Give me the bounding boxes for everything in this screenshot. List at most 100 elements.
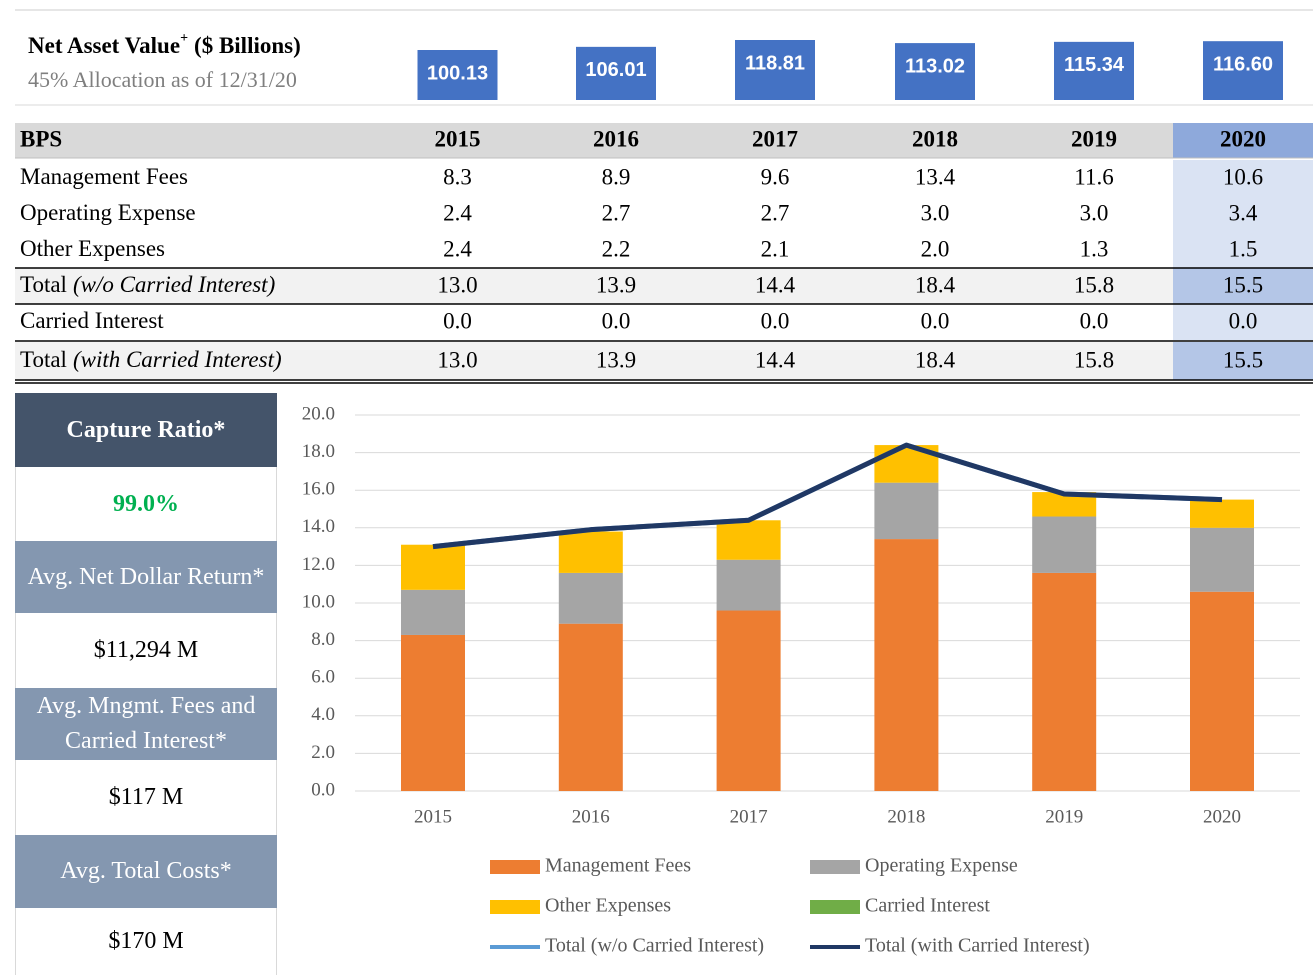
table-cell: 0.0 xyxy=(1080,308,1109,333)
header-subtitle: 45% Allocation as of 12/31/20 xyxy=(28,67,297,92)
bar-segment xyxy=(1190,591,1254,791)
table-header-cell: 2015 xyxy=(435,126,481,151)
bar-segment xyxy=(716,559,781,611)
panel-value: $117 M xyxy=(15,760,277,835)
table-cell: 2.7 xyxy=(602,200,631,225)
nav-label: 113.02 xyxy=(905,55,965,77)
row-label: Other Expenses xyxy=(20,236,165,261)
legend-label: Carried Interest xyxy=(865,895,990,917)
panel-label: Avg. Mngmt. Fees and Carried Interest* xyxy=(15,688,277,760)
table-cell: 15.5 xyxy=(1223,347,1263,372)
total-row-bg-current xyxy=(1173,268,1313,304)
row-label-text: Other Expenses xyxy=(20,236,165,261)
bar-segment xyxy=(558,531,623,573)
row-label: Total (w/o Carried Interest) xyxy=(20,272,275,297)
row-label-text: Total xyxy=(20,347,67,372)
table-cell: 13.0 xyxy=(437,272,477,297)
row-label: Operating Expense xyxy=(20,200,196,225)
panel-value: $11,294 M xyxy=(15,613,277,688)
total-line xyxy=(432,442,1223,550)
panel-value: 99.0% xyxy=(15,467,277,541)
row-bg-current xyxy=(1173,304,1313,340)
table-cell: 13.4 xyxy=(915,164,956,189)
y-tick-label: 16.0 xyxy=(302,479,335,500)
table-cell: 1.3 xyxy=(1080,236,1109,261)
legend-label: Other Expenses xyxy=(545,895,671,917)
table-cell: 3.4 xyxy=(1229,200,1258,225)
table-cell: 0.0 xyxy=(1229,308,1258,333)
y-tick-label: 18.0 xyxy=(302,441,335,462)
nav-box xyxy=(576,46,656,100)
legend-swatch xyxy=(810,900,860,914)
row-bg-current xyxy=(1173,232,1313,268)
table-header-cell: 2020 xyxy=(1220,126,1266,151)
table-cell: 2.4 xyxy=(443,236,472,261)
table-cell: 13.0 xyxy=(437,347,477,372)
table-cell: 0.0 xyxy=(443,308,472,333)
nav-box xyxy=(895,43,975,100)
bar-segment xyxy=(716,520,781,560)
table-header-cell: 2016 xyxy=(593,126,639,151)
panel-value: $170 M xyxy=(15,908,277,975)
table-header-cell: BPS xyxy=(20,126,62,151)
panel-label: Avg. Net Dollar Return* xyxy=(15,541,277,613)
row-label-text: Operating Expense xyxy=(20,200,196,225)
y-tick-label: 14.0 xyxy=(302,516,335,537)
header-bg-current xyxy=(1173,123,1313,158)
y-tick-label: 0.0 xyxy=(311,779,335,800)
nav-label: 118.81 xyxy=(745,52,805,74)
legend-swatch xyxy=(810,860,860,874)
table-cell: 2.2 xyxy=(602,236,631,261)
x-tick-label: 2020 xyxy=(1203,806,1241,827)
nav-label: 106.01 xyxy=(585,59,646,81)
legend-label: Management Fees xyxy=(545,855,691,877)
table-cell: 11.6 xyxy=(1074,164,1113,189)
table-cell: 3.0 xyxy=(1080,200,1109,225)
table-cell: 14.4 xyxy=(755,347,796,372)
row-label: Carried Interest xyxy=(20,308,164,333)
legend-swatch xyxy=(490,860,540,874)
panel-label: Avg. Total Costs* xyxy=(15,835,277,908)
table-cell: 8.9 xyxy=(602,164,631,189)
row-bg-current xyxy=(1173,160,1313,196)
bar-segment xyxy=(1032,572,1097,791)
nav-label: 116.60 xyxy=(1213,53,1273,75)
legend-label: Total (with Carried Interest) xyxy=(865,935,1090,957)
table-cell: 15.5 xyxy=(1223,272,1263,297)
x-tick-label: 2015 xyxy=(414,806,452,827)
table-header-cell: 2019 xyxy=(1071,126,1117,151)
total-row-bg-current xyxy=(1173,342,1313,380)
nav-box xyxy=(1054,41,1134,100)
total-row-bg xyxy=(15,268,1173,304)
table-cell: 9.6 xyxy=(761,164,790,189)
x-tick-label: 2019 xyxy=(1045,806,1083,827)
bar-segment xyxy=(874,539,939,791)
title-unit: ($ Billions) xyxy=(194,33,301,58)
legend-swatch xyxy=(490,900,540,914)
y-tick-label: 6.0 xyxy=(311,667,335,688)
title-text: Net Asset Value xyxy=(28,33,180,58)
row-label-text: Carried Interest xyxy=(20,308,164,333)
y-tick-label: 8.0 xyxy=(311,629,335,650)
table-cell: 15.8 xyxy=(1074,347,1114,372)
table-cell: 10.6 xyxy=(1223,164,1263,189)
table-cell: 1.5 xyxy=(1229,236,1258,261)
table-cell: 2.7 xyxy=(761,200,790,225)
table-cell: 15.8 xyxy=(1074,272,1114,297)
nav-label: 115.34 xyxy=(1064,54,1125,76)
x-tick-label: 2018 xyxy=(887,806,925,827)
table-cell: 8.3 xyxy=(443,164,472,189)
table-cell: 2.0 xyxy=(921,236,950,261)
bar-segment xyxy=(401,634,465,791)
table-cell: 0.0 xyxy=(761,308,790,333)
bar-segment xyxy=(1032,516,1097,573)
table-cell: 13.9 xyxy=(596,272,636,297)
table-cell: 2.4 xyxy=(443,200,472,225)
legend-label: Operating Expense xyxy=(865,855,1018,877)
y-tick-label: 12.0 xyxy=(302,554,335,575)
bar-segment xyxy=(558,572,623,624)
table-cell: 2.1 xyxy=(761,236,790,261)
row-label-note: (with Carried Interest) xyxy=(73,347,282,372)
